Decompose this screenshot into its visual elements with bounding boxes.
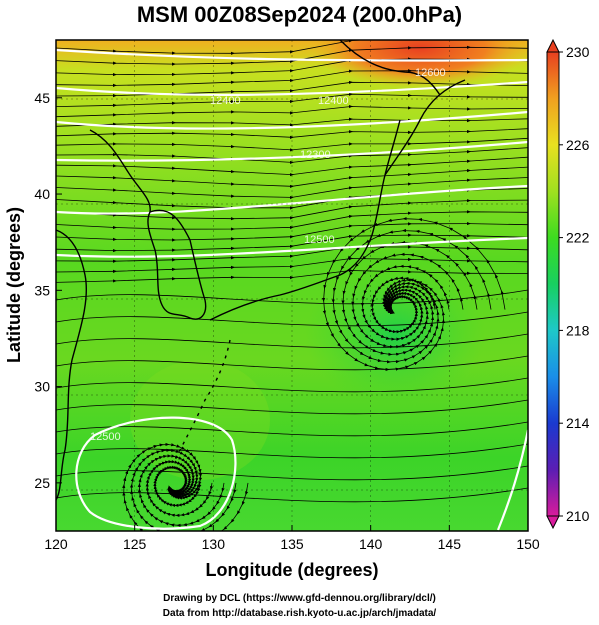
credit-drawing: Drawing by DCL (https://www.gfd-dennou.o… — [163, 593, 436, 604]
y-tick-label: 45 — [34, 90, 50, 106]
streamline-zonal — [56, 137, 528, 152]
colorbar-tick-label: 230 — [566, 44, 590, 60]
mainland-coast-north — [89, 129, 151, 213]
map-plot-area: 12400 12400 12300 12500 12500 12600 — [56, 40, 528, 531]
credit-data: Data from http://database.rish.kyoto-u.a… — [162, 608, 437, 619]
streamline-south — [56, 355, 528, 371]
colorbar-tick-label: 222 — [566, 230, 590, 246]
contour-line — [56, 110, 528, 130]
streamline-south — [56, 333, 528, 349]
colorbar-gradient — [546, 51, 560, 517]
streamline-south — [56, 443, 528, 459]
colorbar-tick-label: 214 — [566, 415, 590, 431]
y-axis-ticks: 25 30 35 40 45 — [34, 90, 62, 491]
x-tick-label: 125 — [123, 536, 147, 552]
streamline-south — [56, 311, 528, 327]
colorbar-tick-label: 210 — [566, 508, 590, 524]
contour-label: 12600 — [415, 67, 446, 79]
y-tick-label: 30 — [34, 379, 50, 395]
streamline-south — [56, 399, 528, 415]
y-tick-label: 40 — [34, 186, 50, 202]
korea-coast — [147, 209, 207, 320]
x-tick-label: 140 — [359, 536, 383, 552]
x-tick-label: 135 — [280, 536, 304, 552]
streamline-cyclone — [321, 217, 506, 372]
streamline-south — [56, 487, 528, 503]
y-tick-label: 35 — [34, 282, 50, 298]
y-axis-label: Latitude (degrees) — [4, 207, 24, 363]
height-contours — [56, 48, 528, 531]
contour-line — [56, 184, 528, 215]
x-tick-label: 150 — [516, 536, 540, 552]
x-axis-ticks: 120 125 130 135 140 145 150 — [44, 525, 540, 552]
sakhalin-coast — [339, 40, 441, 96]
streamline-zonal — [56, 104, 528, 118]
tohoku-coast — [384, 79, 466, 176]
chart-title: MSM 00Z08Sep2024 (200.0hPa) — [136, 2, 463, 27]
contour-label: 12400 — [318, 95, 349, 107]
colorbar: 230 226 222 218 214 210 — [546, 38, 590, 530]
x-tick-label: 130 — [202, 536, 226, 552]
streamline-anticyclone — [122, 442, 249, 531]
contour-label: 12300 — [300, 149, 331, 161]
china-coast — [56, 229, 88, 501]
streamline-south — [56, 421, 528, 437]
x-axis-label: Longitude (degrees) — [205, 560, 378, 580]
contour-line — [56, 236, 528, 258]
contour-line — [56, 140, 528, 162]
colorbar-ticks: 230 226 222 218 214 210 — [559, 44, 590, 524]
streamline-south — [56, 377, 528, 393]
contour-closed-south — [75, 416, 237, 530]
contour-line — [56, 80, 528, 96]
cool-core-cyclone — [305, 265, 485, 405]
contour-label-group: 12400 12400 12300 12500 12500 12600 — [90, 67, 446, 443]
contour-line — [496, 429, 528, 531]
x-tick-label: 145 — [438, 536, 462, 552]
colorbar-min-triangle — [546, 515, 560, 530]
grid-lines — [56, 40, 528, 531]
contour-label: 12500 — [90, 431, 121, 443]
x-tick-label: 120 — [44, 536, 68, 552]
contour-label: 12400 — [210, 95, 241, 107]
coastline — [56, 40, 466, 501]
streamline-south — [56, 465, 528, 481]
colorbar-max-triangle — [546, 38, 560, 53]
contour-label: 12500 — [304, 234, 335, 246]
colorbar-tick-label: 218 — [566, 322, 590, 338]
japan-coast — [209, 119, 401, 321]
y-tick-label: 25 — [34, 475, 50, 491]
ryukyu-islands — [174, 339, 231, 461]
contour-line — [56, 48, 528, 62]
colorbar-tick-label: 226 — [566, 137, 590, 153]
